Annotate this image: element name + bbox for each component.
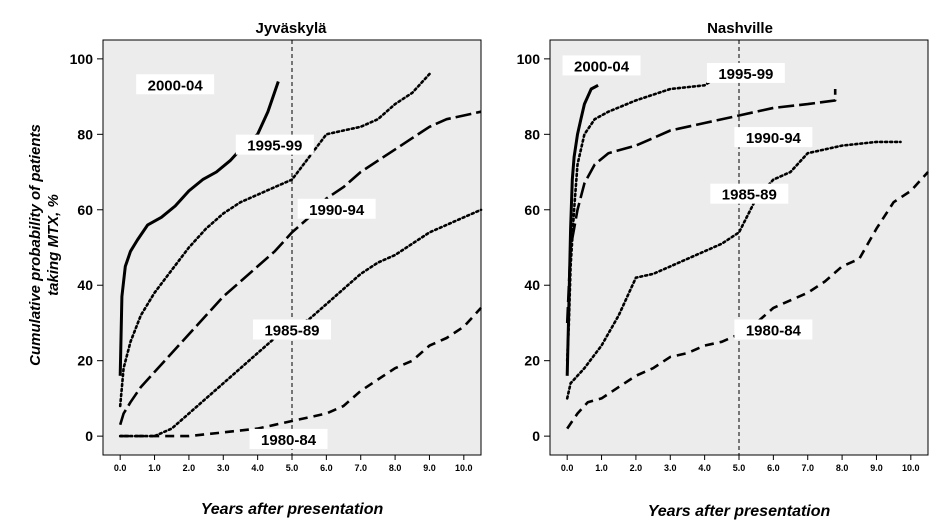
- p1-xtick-label-6: 6.0: [767, 463, 780, 473]
- p0-ytick-label-2: 40: [77, 277, 93, 293]
- p0-xtick-label-8: 8.0: [389, 463, 402, 473]
- p0-xtick-label-3: 3.0: [217, 463, 230, 473]
- p1-ytick-label-5: 100: [517, 51, 541, 67]
- p0-series-label-2000-04: 2000-04: [148, 77, 204, 94]
- p1-xtick-label-5: 5.0: [733, 463, 746, 473]
- p1-xtick-label-1: 1.0: [595, 463, 608, 473]
- p0-xtick-label-9: 9.0: [423, 463, 436, 473]
- panel-title-jyvaskyla: Jyväskylä: [256, 20, 328, 37]
- x-axis-label-jyvaskyla: Years after presentation: [201, 501, 384, 518]
- y-axis-label-line1: Cumulative probability of patients: [27, 124, 44, 366]
- p1-series-line-1990-94: [565, 89, 837, 324]
- p1-xtick-label-8: 8.0: [836, 463, 849, 473]
- p1-series-label-bg-1985-89: [710, 183, 789, 204]
- p0-xtick-label-5: 5.0: [286, 463, 299, 473]
- p1-series-label-1980-84: 1980-84: [746, 323, 802, 340]
- p0-ytick-label-4: 80: [77, 126, 93, 142]
- p1-xtick-label-3: 3.0: [664, 463, 677, 473]
- p1-series-label-bg-2000-04: [562, 55, 641, 76]
- p0-series-label-bg-1990-94: [297, 198, 376, 219]
- p0-xtick-label-4: 4.0: [251, 463, 264, 473]
- p1-series-label-bg-1990-94: [734, 127, 813, 148]
- p0-xtick-label-1: 1.0: [148, 463, 161, 473]
- p0-xtick-label-7: 7.0: [354, 463, 367, 473]
- p1-xtick-label-0: 0.0: [561, 463, 574, 473]
- panel-jyvaskyla: 0 20 40 60 80 100 0.0 1.0 2.0 3.0 4.0 5.0 6.0 7.0 8.0 9…: [70, 39, 483, 473]
- p1-series-label-1995-99: 1995-99: [718, 66, 773, 83]
- p1-series-line-1985-89: [565, 140, 902, 400]
- y-axis-label: Cumulative probability of patients takin…: [27, 124, 62, 366]
- p0-ytick-label-0: 0: [85, 428, 93, 444]
- panel-nashville: 0 20 40 60 80 100 0.0 1.0 2.0 3.0 4.0 5.0 6.0 7.0 8.0 9…: [517, 39, 929, 473]
- p1-ytick-label-2: 40: [524, 277, 540, 293]
- p0-series-label-bg-2000-04: [136, 74, 215, 95]
- panel-title-nashville: Nashville: [707, 20, 773, 37]
- p0-ytick-label-3: 60: [77, 202, 93, 218]
- p1-ytick-label-4: 80: [524, 126, 540, 142]
- p1-ytick-label-0: 0: [532, 428, 540, 444]
- p1-ytick-label-1: 20: [524, 353, 540, 369]
- p1-series-label-1985-89: 1985-89: [722, 187, 777, 204]
- p0-series-label-bg-1980-84: [249, 428, 328, 449]
- p0-series-label-1985-89: 1985-89: [264, 323, 319, 340]
- p1-xtick-label-7: 7.0: [801, 463, 814, 473]
- p1-series-label-2000-04: 2000-04: [574, 58, 630, 75]
- p0-ytick-label-1: 20: [77, 353, 93, 369]
- p1-xtick-label-9: 9.0: [870, 463, 883, 473]
- p0-series-line-1985-89: [118, 208, 483, 438]
- p0-series-label-bg-1985-89: [253, 319, 331, 340]
- p0-xtick-label-6: 6.0: [320, 463, 333, 473]
- p1-xtick-label-2: 2.0: [630, 463, 643, 473]
- p1-series-label-1990-94: 1990-94: [746, 130, 802, 147]
- p0-ytick-label-5: 100: [70, 51, 94, 67]
- p1-xtick-label-10: 10.0: [902, 463, 920, 473]
- p0-series-label-bg-1995-99: [235, 134, 314, 155]
- p0-series-label-1990-94: 1990-94: [309, 202, 365, 219]
- p1-series-label-bg-1995-99: [706, 62, 785, 83]
- y-axis-label-line2: taking MTX, %: [45, 194, 62, 296]
- p1-series-label-bg-1980-84: [734, 319, 813, 340]
- p0-series-label-1980-84: 1980-84: [261, 432, 317, 449]
- p0-xtick-label-10: 10.0: [455, 463, 473, 473]
- p0-series-line-1995-99: [118, 72, 431, 408]
- p1-ytick-label-3: 60: [524, 202, 540, 218]
- p0-series-label-1995-99: 1995-99: [247, 138, 302, 155]
- p0-series-line-1980-84: [120, 307, 482, 438]
- x-axis-label-nashville: Years after presentation: [648, 503, 831, 520]
- p1-xtick-label-4: 4.0: [698, 463, 711, 473]
- p0-xtick-label-0: 0.0: [114, 463, 127, 473]
- p0-xtick-label-2: 2.0: [183, 463, 196, 473]
